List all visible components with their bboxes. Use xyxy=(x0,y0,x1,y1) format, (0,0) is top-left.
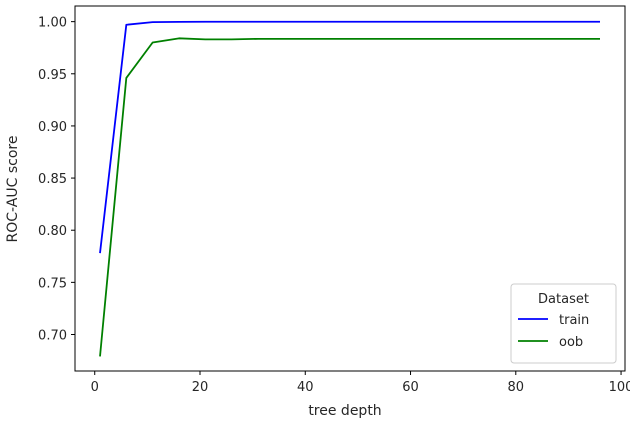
legend-box xyxy=(510,283,617,364)
axes-frame xyxy=(74,5,626,372)
y-tick-label: 0.80 xyxy=(38,224,67,239)
y-tick-label: 0.75 xyxy=(38,276,67,291)
x-tick-label: 100 xyxy=(609,380,630,395)
series-line-oob xyxy=(99,37,600,357)
x-axis-ticks: 0 20 40 60 80 100 xyxy=(91,371,630,395)
legend-label-train: train xyxy=(559,313,589,328)
y-tick-label: 1.00 xyxy=(38,16,67,31)
y-tick-label: 0.85 xyxy=(38,172,67,187)
y-tick-label: 0.95 xyxy=(38,68,67,83)
series-line-train xyxy=(99,20,600,254)
legend-label-oob: oob xyxy=(559,335,583,350)
x-tick-label: 0 xyxy=(91,380,99,395)
x-tick-label: 80 xyxy=(508,380,525,395)
y-axis-ticks: 0.70 0.75 0.80 0.85 0.90 0.95 1.00 xyxy=(38,16,75,344)
legend-title: Dataset xyxy=(538,292,589,307)
y-axis-label: ROC-AUC score xyxy=(5,136,21,243)
x-tick-label: 40 xyxy=(297,380,314,395)
plot-area-border xyxy=(74,5,626,372)
y-tick-label: 0.70 xyxy=(38,329,67,344)
x-axis-label: tree depth xyxy=(308,403,381,419)
series-layer xyxy=(99,20,600,357)
legend: Dataset train oob xyxy=(510,283,617,364)
x-tick-label: 60 xyxy=(402,380,419,395)
y-tick-label: 0.90 xyxy=(38,120,67,135)
x-tick-label: 20 xyxy=(192,380,209,395)
